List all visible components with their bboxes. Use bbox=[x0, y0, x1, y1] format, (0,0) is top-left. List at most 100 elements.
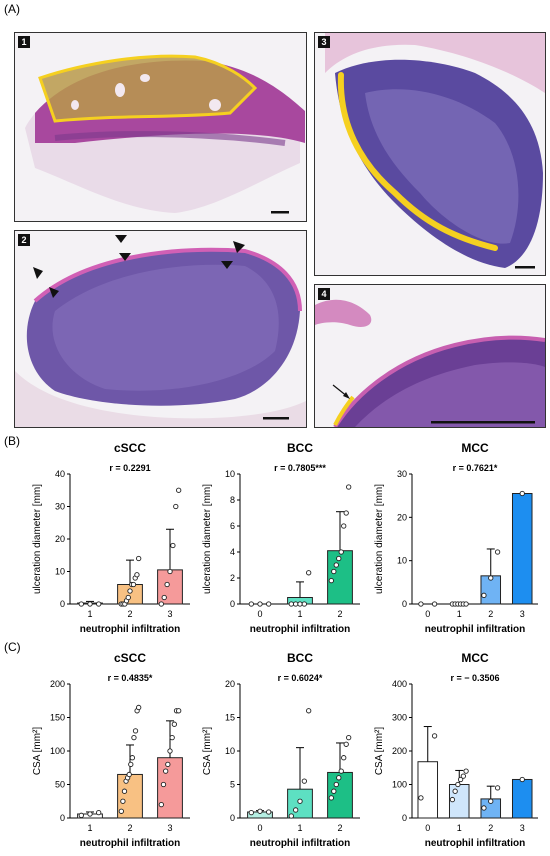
y-tick-label: 15 bbox=[225, 713, 235, 723]
data-point bbox=[293, 601, 299, 607]
data-point bbox=[481, 805, 487, 811]
y-tick-label: 30 bbox=[397, 469, 407, 479]
data-point bbox=[132, 728, 139, 734]
scale-bar bbox=[515, 266, 535, 269]
y-axis-label: CSA [mm²] bbox=[374, 727, 385, 776]
x-tick-label: 1 bbox=[87, 609, 92, 619]
chart-statistic: r = 0.4835* bbox=[108, 673, 153, 683]
panel-number: 3 bbox=[318, 36, 330, 48]
x-tick-label: 2 bbox=[127, 823, 132, 833]
histology-panel-3: 3 bbox=[314, 32, 546, 276]
y-tick-label: 50 bbox=[55, 780, 65, 790]
panel-number: 2 bbox=[18, 234, 30, 246]
data-point bbox=[126, 771, 132, 778]
data-point bbox=[301, 601, 307, 607]
data-point bbox=[118, 808, 124, 814]
y-tick-label: 0 bbox=[402, 813, 407, 823]
histology-panel-4: 4 bbox=[314, 284, 546, 428]
scale-bar bbox=[263, 417, 289, 420]
y-tick-label: 200 bbox=[50, 679, 65, 689]
x-tick-label: 2 bbox=[337, 823, 342, 833]
bar bbox=[511, 493, 533, 605]
data-point bbox=[96, 809, 102, 816]
panel-number: 1 bbox=[18, 36, 30, 48]
histology-image-3 bbox=[315, 33, 545, 275]
data-point bbox=[297, 798, 303, 804]
x-tick-label: 3 bbox=[167, 823, 172, 833]
bar bbox=[417, 761, 439, 819]
chart-title: cSCC bbox=[114, 651, 146, 665]
data-point bbox=[418, 601, 424, 607]
data-point bbox=[341, 523, 347, 529]
annotation-line bbox=[337, 72, 498, 251]
histology-image-2 bbox=[15, 231, 306, 427]
data-point bbox=[163, 768, 169, 774]
y-tick-label: 10 bbox=[397, 556, 407, 566]
arrowhead-icon bbox=[119, 253, 131, 261]
x-axis-label: neutrophil infiltration bbox=[80, 624, 181, 635]
data-point bbox=[460, 773, 467, 779]
x-tick-label: 2 bbox=[488, 609, 493, 619]
arrow-icon bbox=[343, 392, 350, 399]
bar bbox=[157, 569, 183, 605]
data-point bbox=[331, 568, 337, 575]
data-point bbox=[328, 577, 334, 584]
x-tick-label: 2 bbox=[337, 609, 342, 619]
y-axis-label: ulceration diameter [mm] bbox=[202, 484, 213, 594]
data-point bbox=[346, 734, 352, 741]
y-tick-label: 0 bbox=[402, 599, 407, 609]
histology-image-4 bbox=[315, 285, 545, 427]
arrowhead-icon bbox=[33, 267, 43, 279]
bar bbox=[157, 757, 183, 819]
y-tick-label: 0 bbox=[230, 813, 235, 823]
data-point bbox=[338, 549, 344, 555]
histology-panel-2: 2 bbox=[14, 230, 307, 428]
data-point bbox=[171, 721, 177, 727]
data-point bbox=[341, 755, 347, 761]
x-tick-label: 3 bbox=[167, 609, 172, 619]
data-point bbox=[176, 708, 182, 714]
y-tick-label: 100 bbox=[392, 780, 407, 790]
data-point bbox=[257, 808, 263, 814]
data-point bbox=[257, 601, 263, 607]
y-tick-label: 6 bbox=[230, 521, 235, 531]
data-point bbox=[452, 788, 458, 794]
y-tick-label: 0 bbox=[230, 599, 235, 609]
arrowhead-icon bbox=[233, 241, 245, 253]
y-tick-label: 300 bbox=[392, 713, 407, 723]
y-tick-label: 2 bbox=[230, 573, 235, 583]
data-point bbox=[128, 761, 134, 768]
x-axis-label: neutrophil infiltration bbox=[425, 838, 526, 849]
arrowhead-icon bbox=[221, 261, 233, 269]
annotation-line bbox=[333, 395, 355, 426]
data-point bbox=[293, 807, 299, 813]
y-tick-label: 8 bbox=[230, 495, 235, 505]
data-point bbox=[136, 704, 142, 711]
data-point bbox=[170, 542, 176, 549]
data-point bbox=[125, 594, 131, 601]
x-tick-label: 1 bbox=[297, 609, 302, 619]
data-point bbox=[160, 781, 167, 788]
chart-statistic: r = 0.6024* bbox=[278, 673, 323, 683]
y-axis-label: ulceration diameter [mm] bbox=[32, 484, 43, 594]
data-point bbox=[87, 601, 93, 607]
data-point bbox=[164, 581, 170, 588]
data-point bbox=[331, 788, 337, 794]
data-point bbox=[248, 601, 254, 607]
y-tick-label: 40 bbox=[55, 469, 65, 479]
y-tick-label: 5 bbox=[230, 780, 235, 790]
data-point bbox=[158, 601, 164, 607]
y-tick-label: 4 bbox=[230, 547, 235, 557]
data-point bbox=[333, 562, 339, 568]
x-tick-label: 3 bbox=[520, 609, 525, 619]
y-tick-label: 100 bbox=[50, 746, 65, 756]
bar bbox=[117, 773, 143, 819]
data-point bbox=[455, 781, 461, 788]
y-tick-label: 10 bbox=[225, 469, 235, 479]
data-point bbox=[167, 748, 173, 754]
y-tick-label: 30 bbox=[55, 502, 65, 512]
x-tick-label: 0 bbox=[425, 609, 430, 619]
x-tick-label: 1 bbox=[457, 609, 462, 619]
data-point bbox=[158, 801, 164, 808]
